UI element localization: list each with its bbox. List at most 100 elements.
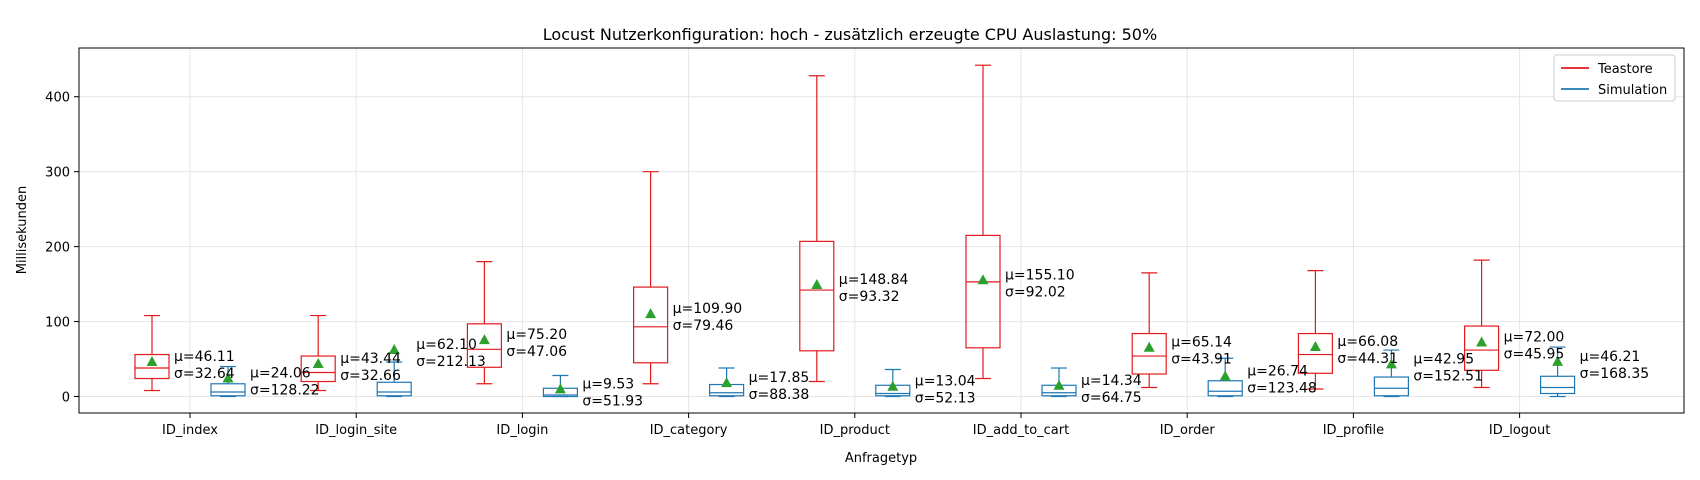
- mean-marker: [146, 355, 158, 366]
- box-iqr: [799, 240, 835, 352]
- std-label: σ=32.64: [174, 366, 235, 382]
- x-tick-label: ID_order: [1160, 423, 1216, 438]
- x-tick-label: ID_profile: [1323, 423, 1384, 438]
- x-tick-label: ID_login: [496, 423, 548, 438]
- mean-marker: [1385, 358, 1397, 369]
- box-iqr: [1297, 332, 1334, 374]
- box-teastore-ID_logout: [1463, 259, 1500, 389]
- std-label: σ=51.93: [582, 393, 643, 409]
- box-simulation-ID_order: [1207, 357, 1243, 398]
- std-label: σ=88.38: [749, 387, 810, 403]
- mean-label: μ=65.14: [1171, 335, 1232, 351]
- y-axis: 0 100 200 300 400: [45, 91, 79, 406]
- mean-marker: [478, 334, 490, 345]
- box-iqr: [965, 234, 1001, 349]
- x-axis: ID_index ID_login_site ID_login ID_category…: [162, 413, 1550, 438]
- std-label: σ=43.91: [1171, 352, 1232, 368]
- plot-frame: [78, 47, 1685, 414]
- box-teastore-ID_product: [799, 75, 835, 383]
- box-iqr: [1463, 325, 1500, 371]
- std-label: σ=32.66: [340, 368, 401, 384]
- x-tick-label: ID_category: [650, 423, 728, 438]
- box-simulation-ID_index: [210, 365, 246, 398]
- y-tick-label: 0: [62, 391, 70, 406]
- box-teastore-ID_login: [466, 261, 502, 385]
- box-simulation-ID_login: [542, 374, 579, 398]
- boxes: [134, 64, 1576, 398]
- mean-marker: [811, 278, 823, 289]
- std-label: σ=168.35: [1580, 366, 1650, 382]
- stat-labels: μ=46.11σ=32.64 μ=43.44σ=32.66 μ=75.20σ=47.…: [174, 267, 1649, 409]
- box-simulation-ID_category: [708, 367, 745, 398]
- box-simulation-ID_login_site: [376, 343, 412, 398]
- legend: Teastore Simulation: [1553, 54, 1676, 102]
- mean-label: μ=17.85: [749, 370, 810, 386]
- box-simulation-ID_add_to_cart: [1041, 367, 1077, 398]
- mean-label: μ=148.84: [839, 272, 909, 288]
- mean-marker: [1143, 341, 1155, 352]
- std-label: σ=92.02: [1005, 284, 1066, 300]
- x-tick-label: ID_product: [820, 423, 890, 438]
- std-label: σ=79.46: [673, 318, 734, 334]
- std-label: σ=152.51: [1413, 368, 1483, 384]
- x-axis-title: Anfragetyp: [845, 451, 917, 466]
- box-teastore-ID_order: [1131, 272, 1167, 389]
- mean-label: μ=109.90: [673, 301, 743, 317]
- mean-label: μ=43.44: [340, 351, 401, 367]
- box-teastore-ID_index: [134, 314, 170, 392]
- std-label: σ=47.06: [506, 344, 567, 360]
- y-tick-label: 100: [45, 316, 70, 331]
- box-iqr: [300, 355, 336, 383]
- mean-marker: [1476, 336, 1488, 347]
- mean-marker: [1309, 340, 1321, 351]
- mean-label: μ=24.06: [250, 365, 311, 381]
- mean-label: μ=66.08: [1337, 334, 1398, 350]
- legend-label: Teastore: [1597, 62, 1653, 77]
- box-iqr: [1207, 380, 1243, 397]
- mean-marker: [721, 377, 733, 388]
- mean-marker: [977, 274, 989, 285]
- box-iqr: [632, 286, 669, 364]
- std-label: σ=212.13: [416, 354, 486, 370]
- y-axis-title: Millisekunden: [15, 186, 30, 275]
- chart-title: Locust Nutzerkonfiguration: hoch - zusät…: [543, 25, 1157, 44]
- x-tick-label: ID_login_site: [315, 423, 397, 438]
- mean-label: μ=13.04: [915, 374, 976, 390]
- box-iqr: [1539, 375, 1576, 395]
- mean-label: μ=46.21: [1580, 349, 1641, 365]
- x-tick-label: ID_index: [162, 423, 218, 438]
- box-iqr: [1373, 376, 1410, 397]
- std-label: σ=44.31: [1337, 351, 1398, 367]
- box-iqr: [466, 323, 502, 368]
- mean-marker: [1219, 370, 1231, 381]
- box-teastore-ID_category: [632, 171, 669, 385]
- std-label: σ=52.13: [915, 391, 976, 407]
- std-label: σ=64.75: [1081, 390, 1142, 406]
- std-label: σ=128.22: [250, 382, 320, 398]
- box-simulation-ID_profile: [1373, 349, 1410, 398]
- mean-label: μ=72.00: [1504, 330, 1565, 346]
- mean-label: μ=46.11: [174, 349, 235, 365]
- mean-marker: [1552, 355, 1564, 366]
- box-simulation-ID_logout: [1539, 346, 1576, 398]
- mean-label: μ=9.53: [582, 376, 634, 392]
- box-teastore-ID_login_site: [300, 314, 336, 392]
- y-tick-label: 300: [45, 166, 70, 181]
- mean-marker: [222, 372, 234, 383]
- y-tick-label: 200: [45, 241, 70, 256]
- mean-marker: [1053, 379, 1065, 390]
- box-simulation-ID_product: [875, 368, 911, 398]
- mean-marker: [554, 383, 566, 394]
- mean-label: μ=42.95: [1413, 351, 1474, 367]
- box-teastore-ID_profile: [1297, 269, 1334, 390]
- mean-label: μ=26.74: [1247, 363, 1308, 379]
- mean-label: μ=14.34: [1081, 373, 1142, 389]
- mean-label: μ=155.10: [1005, 267, 1075, 283]
- mean-marker: [388, 343, 400, 354]
- mean-label: μ=62.10: [416, 337, 477, 353]
- std-label: σ=45.95: [1504, 347, 1565, 363]
- mean-label: μ=75.20: [506, 327, 567, 343]
- box-teastore-ID_add_to_cart: [965, 64, 1001, 380]
- grid-lines: [79, 48, 1684, 413]
